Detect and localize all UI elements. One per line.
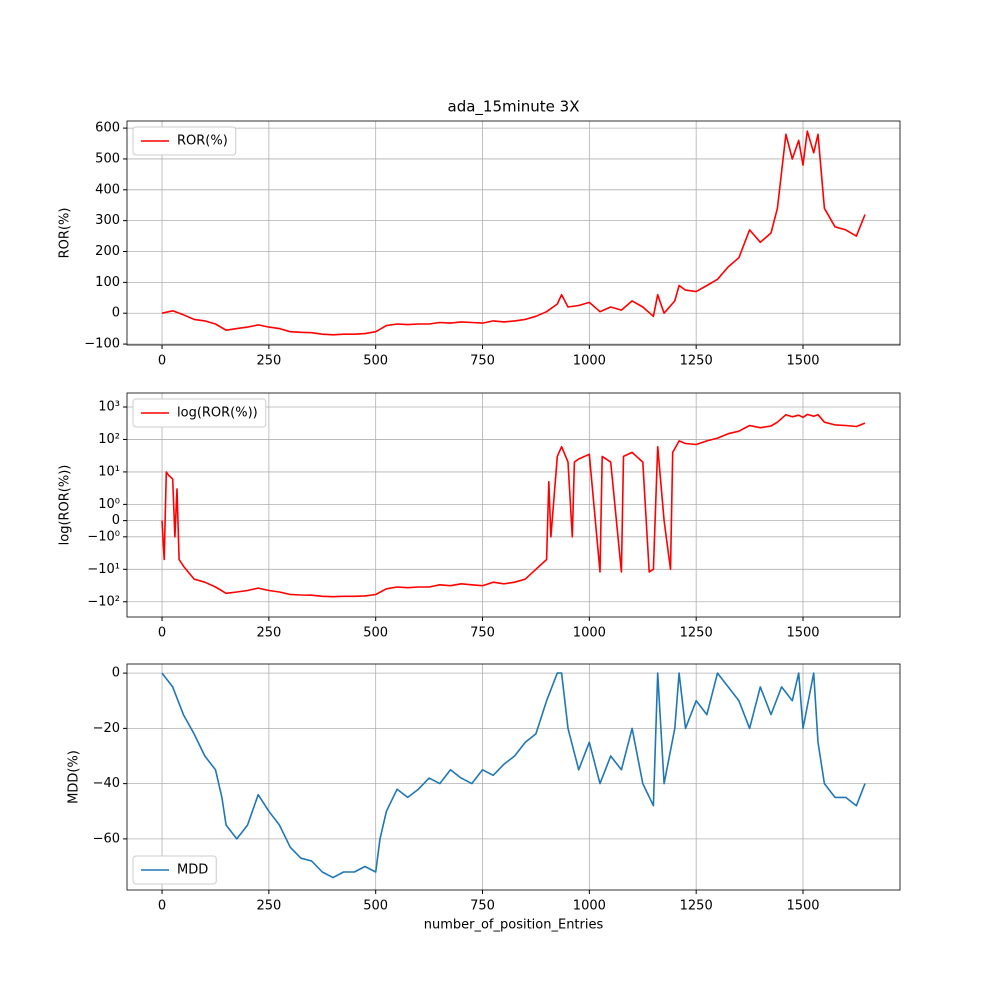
y-tick-label: 10⁰ [98,497,120,512]
legend: log(ROR(%)) [132,398,267,428]
y-tick-label: 10² [98,432,120,447]
x-tick-label: 1250 [680,626,713,641]
y-tick-label: 10³ [98,400,120,415]
x-tick-label: 1250 [680,899,713,914]
subplot: 0 250 500 750 1000 1250 1500−10²−10¹−10⁰010⁰10… [58,392,901,641]
legend-box [132,398,267,428]
y-tick-label: 400 [95,182,120,197]
x-tick-label: 500 [363,354,388,369]
x-tick-label: 250 [256,354,281,369]
x-tick-label: 750 [470,354,495,369]
legend: ROR(%) [132,126,237,156]
legend-label: MDD [177,863,208,878]
y-tick-label: 200 [95,244,120,259]
y-tick-label: 0 [112,666,120,681]
legend-box [132,126,237,156]
axes-frame [126,120,901,346]
y-tick-label: −40 [93,776,120,791]
y-tick-label: −10¹ [87,562,120,577]
y-tick-label: −100 [84,337,120,352]
data-line [161,130,866,336]
x-tick-label: 500 [363,626,388,641]
x-tick-label: 0 [158,626,166,641]
x-tick-label: 500 [363,899,388,914]
data-line [161,413,866,598]
x-tick-label: 0 [158,354,166,369]
y-tick-label: 100 [95,275,120,290]
y-tick-label: 0 [112,513,120,528]
legend: MDD [132,855,217,885]
legend-box [132,855,217,885]
x-tick-label: 750 [470,899,495,914]
axes-frame [126,663,901,891]
x-tick-label: 1500 [786,626,819,641]
x-tick-label: 1250 [680,354,713,369]
legend-label: ROR(%) [177,134,228,149]
y-tick-label: −60 [93,831,120,846]
data-line [161,672,866,879]
y-axis-label: MDD(%) [67,750,82,804]
y-tick-label: 10¹ [98,464,120,479]
y-tick-label: 0 [112,306,120,321]
x-tick-label: 1000 [573,354,606,369]
y-tick-label: 500 [95,151,120,166]
y-tick-label: 600 [95,121,120,136]
y-axis-label: ROR(%) [58,208,73,259]
x-tick-label: 1000 [573,899,606,914]
y-tick-label: −20 [93,721,120,736]
x-tick-label: 250 [256,899,281,914]
subplot: 0 250 500 750 1000 1250 1500 −100 0 100 200 300 400 5… [58,98,901,369]
x-tick-label: 0 [158,899,166,914]
y-tick-label: −10² [87,594,120,609]
axes-frame [126,392,901,618]
x-tick-label: 250 [256,626,281,641]
y-tick-label: −10⁰ [87,529,120,544]
chart-title: ada_15minute 3X [448,98,580,117]
y-tick-label: 300 [95,213,120,228]
x-tick-label: 750 [470,626,495,641]
y-axis-label: log(ROR(%)) [58,465,73,546]
x-axis-label: number_of_position_Entries [424,918,604,933]
subplot: 0 250 500 750 1000 1250 1500 −60 −40 −20 0 MDD(%) nu… [67,663,901,933]
legend-label: log(ROR(%)) [177,406,258,421]
x-tick-label: 1000 [573,626,606,641]
x-tick-label: 1500 [786,354,819,369]
x-tick-label: 1500 [786,899,819,914]
